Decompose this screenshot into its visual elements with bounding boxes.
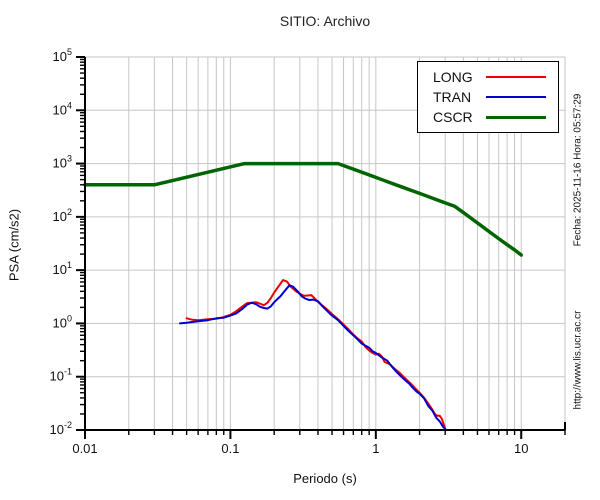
x-tick-label: 0.01 — [72, 441, 97, 456]
y-tick-label: 10-1 — [50, 367, 72, 384]
y-tick-label: 103 — [53, 154, 72, 171]
legend-item-tran: TRAN — [418, 89, 558, 105]
x-tick-label: 10 — [514, 441, 528, 456]
x-tick-label: 1 — [372, 441, 379, 456]
legend-label: CSCR — [433, 109, 473, 125]
page-title: SITIO: Archivo — [279, 13, 371, 29]
y-tick-label: 105 — [53, 47, 72, 64]
timestamp-text: Fecha: 2025-11-16 Hora: 05:57:29 — [572, 93, 584, 247]
legend-item-long: LONG — [418, 69, 558, 85]
x-tick-label: 0.1 — [221, 441, 239, 456]
legend-line-sample — [486, 96, 546, 98]
website-url-text: http://www.lis.ucr.ac.cr — [572, 310, 584, 410]
series-line-long — [185, 279, 447, 430]
series-line-cscr — [83, 161, 523, 257]
legend-line-sample — [486, 115, 546, 119]
legend-item-cscr: CSCR — [418, 109, 558, 125]
y-tick-label: 100 — [53, 313, 72, 330]
legend-line-sample — [486, 76, 546, 78]
legend-label: TRAN — [433, 89, 472, 105]
y-tick-label: 104 — [53, 100, 72, 117]
y-tick-label: 10-2 — [50, 420, 72, 437]
y-tick-label: 101 — [53, 260, 72, 277]
legend-label: LONG — [433, 69, 473, 85]
legend-box: LONG TRAN CSCR — [417, 61, 559, 133]
x-axis-label: Periodo (s) — [293, 471, 357, 486]
y-tick-label: 102 — [53, 207, 72, 224]
series-line-tran — [179, 284, 448, 431]
y-axis-label: PSA (cm/s2) — [6, 208, 22, 282]
